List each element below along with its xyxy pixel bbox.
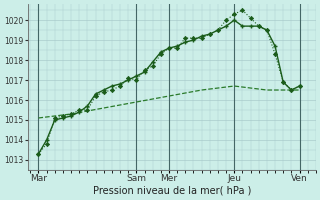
X-axis label: Pression niveau de la mer( hPa ): Pression niveau de la mer( hPa )	[92, 186, 251, 196]
